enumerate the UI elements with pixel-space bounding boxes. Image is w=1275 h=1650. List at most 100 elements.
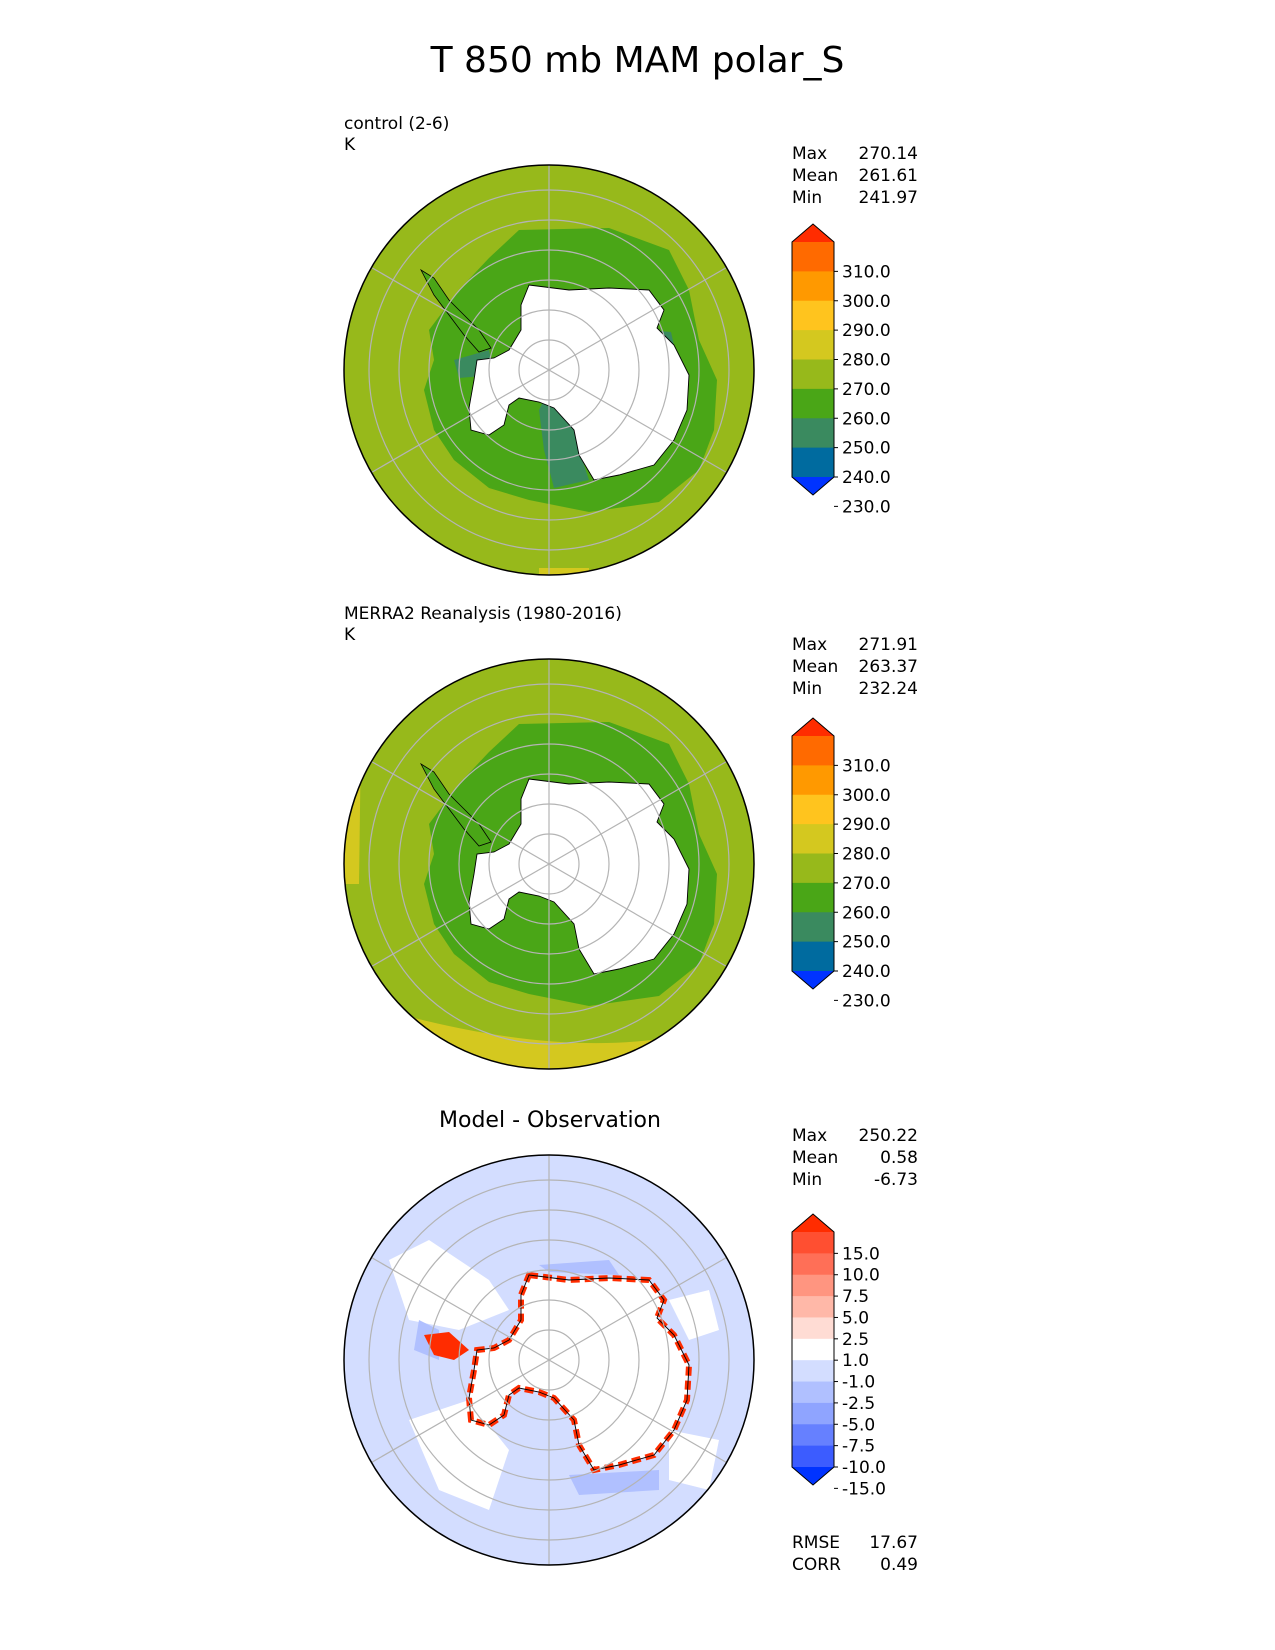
panel1-map-border xyxy=(343,164,755,576)
panel3-stat-mean-label: Mean xyxy=(792,1148,839,1168)
colorbar-segment xyxy=(792,1296,834,1318)
panel3-stat-mean-value: 0.58 xyxy=(880,1148,918,1168)
colorbar-tick-label: 230.0 xyxy=(842,497,891,517)
colorbar-tick-label: 250.0 xyxy=(842,933,891,953)
colorbar-segment xyxy=(792,1338,834,1361)
colorbar-tick-label: 270.0 xyxy=(842,874,891,894)
colorbar-segment xyxy=(792,300,834,331)
colorbar-tick-label: 290.0 xyxy=(842,815,891,835)
colorbar-tick-label: -1.0 xyxy=(842,1373,875,1393)
panel1-subtitle-block: control (2-6) K xyxy=(344,114,449,156)
colorbar-segment xyxy=(792,794,834,825)
continent-mask xyxy=(469,779,689,974)
panel3-stats: Max 250.22 Mean 0.58 Min -6.73 xyxy=(792,1125,918,1191)
colorbar-tick-label: 270.0 xyxy=(842,380,891,400)
colorbar-tick-label: 10.0 xyxy=(842,1266,880,1286)
panel2-map-border xyxy=(343,658,755,1070)
peninsula xyxy=(419,762,492,847)
panel2-subtitle-block: MERRA2 Reanalysis (1980-2016) K xyxy=(344,604,622,646)
colorbar-segment xyxy=(792,1424,834,1447)
colorbar-segment xyxy=(792,912,834,943)
colorbar-segment xyxy=(792,1445,834,1468)
colorbar-extend-bottom xyxy=(792,477,834,495)
colorbar-tick-label: -7.5 xyxy=(842,1437,875,1457)
colorbar-segment xyxy=(792,1253,834,1276)
panel1-units: K xyxy=(344,135,356,155)
near-zero-region-se xyxy=(669,1430,719,1490)
colorbar-extend-top xyxy=(792,224,834,242)
near-zero-region-nw xyxy=(389,1240,509,1330)
coastline xyxy=(468,778,690,975)
panel2-stat-max-value: 271.91 xyxy=(858,635,918,655)
negative-region-n xyxy=(539,1260,619,1275)
colorbar-segment xyxy=(792,1274,834,1297)
panel1-stat-mean-value: 261.61 xyxy=(858,166,918,186)
continent-mask xyxy=(469,285,689,480)
colorbar-segment xyxy=(792,853,834,884)
panel2-stat-min-value: 232.24 xyxy=(858,679,918,699)
colorbar-tick-label: 290.0 xyxy=(842,321,891,341)
colorbar-tick-label: 280.0 xyxy=(842,845,891,865)
panel1-stat-min-label: Min xyxy=(792,188,823,208)
colorbars-layer: 310.0 300.0 290.0 280.0 270.0 260.0 250.0 240.0… xyxy=(791,223,891,1499)
colorbar-segment xyxy=(792,736,834,766)
panel2-subtitle: MERRA2 Reanalysis (1980-2016) xyxy=(344,604,622,624)
panel3-map xyxy=(344,1155,754,1565)
colorbar-tick-label: 260.0 xyxy=(842,903,891,923)
panel3-stat-min-value: -6.73 xyxy=(874,1170,918,1190)
colorbar-segment xyxy=(792,1402,834,1425)
colorbar-segment xyxy=(792,330,834,360)
panel3-corr-value: 0.49 xyxy=(880,1555,918,1575)
colorbar-tick-label: 240.0 xyxy=(842,468,891,488)
colorbar-extend-bottom xyxy=(792,1467,834,1485)
colorbar-segment xyxy=(792,1360,834,1383)
panel3-metrics: RMSE 17.67 CORR 0.49 xyxy=(792,1532,918,1576)
colorbar-tick-label: 230.0 xyxy=(842,991,891,1011)
colorbar-segment xyxy=(792,882,834,913)
panel2-stat-min-label: Min xyxy=(792,679,823,699)
colorbar-tick-label: -5.0 xyxy=(842,1415,875,1435)
panel2-units: K xyxy=(344,625,356,645)
panel2-stat-mean-label: Mean xyxy=(792,657,839,677)
colder-patch-ross xyxy=(539,390,589,488)
panel3-colorbar: 15.010.07.55.02.51.0-1.0-2.5-5.0-7.5-10.… xyxy=(791,1213,886,1499)
panel2-stats: Max 271.91 Mean 263.37 Min 232.24 xyxy=(792,634,918,700)
coastline xyxy=(468,284,690,481)
negative-region-s xyxy=(569,1470,659,1495)
panel1-map xyxy=(344,165,754,575)
colorbar-segment xyxy=(792,1317,834,1340)
colorbar-tick-label: 300.0 xyxy=(842,292,891,312)
colorbar-segment xyxy=(792,1232,834,1254)
panel2-stat-mean-value: 263.37 xyxy=(858,657,918,677)
continent-mask xyxy=(469,1275,689,1470)
figure-title: T 850 mb MAM polar_S xyxy=(430,40,845,81)
colorbar-segment xyxy=(792,388,834,419)
colorbar-segment xyxy=(792,242,834,272)
panel3-stat-max-value: 250.22 xyxy=(858,1126,918,1146)
colorbar-tick-label: -2.5 xyxy=(842,1394,875,1414)
meridian-line xyxy=(371,1256,727,1464)
colorbar-segment xyxy=(792,271,834,302)
meridian-line xyxy=(371,266,727,474)
panel3-title: Model - Observation xyxy=(439,1108,661,1133)
colorbar-segment xyxy=(792,824,834,854)
colorbar-extend-bottom xyxy=(792,971,834,989)
colorbar-segment xyxy=(792,765,834,796)
positive-patch-peninsula xyxy=(424,1332,469,1360)
panel3-stat-max-label: Max xyxy=(792,1126,828,1146)
colorbar-tick-label: -10.0 xyxy=(842,1458,886,1478)
panel2-colorbar: 310.0 300.0 290.0 280.0 270.0 260.0 250.0 240.0… xyxy=(791,717,891,1011)
panel1-stat-min-value: 241.97 xyxy=(858,188,918,208)
colorbar-tick-label: 310.0 xyxy=(842,756,891,776)
colorbar-tick-label: 240.0 xyxy=(842,962,891,982)
panel2-stat-max-label: Max xyxy=(792,635,828,655)
near-zero-region-sw xyxy=(409,1400,509,1510)
colorbar-extend-top xyxy=(792,1214,834,1232)
panel1-stat-mean-label: Mean xyxy=(792,166,839,186)
colorbar-segment xyxy=(792,418,834,449)
warm-region-west xyxy=(344,734,361,884)
panel1-stat-max-value: 270.14 xyxy=(858,144,918,164)
colorbar-tick-label: 310.0 xyxy=(842,262,891,282)
colorbar-tick-label: 7.5 xyxy=(842,1287,869,1307)
colorbar-tick-label: 260.0 xyxy=(842,409,891,429)
